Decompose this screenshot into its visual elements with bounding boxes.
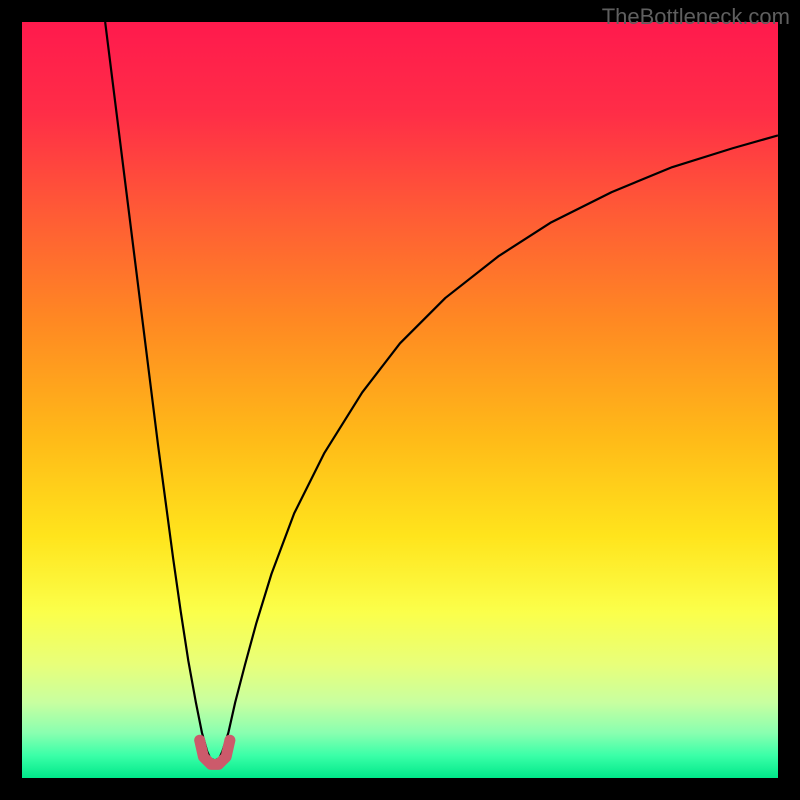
bottleneck-chart — [0, 0, 800, 800]
gradient-background — [22, 22, 778, 778]
watermark-text: TheBottleneck.com — [602, 4, 790, 30]
chart-container: TheBottleneck.com — [0, 0, 800, 800]
